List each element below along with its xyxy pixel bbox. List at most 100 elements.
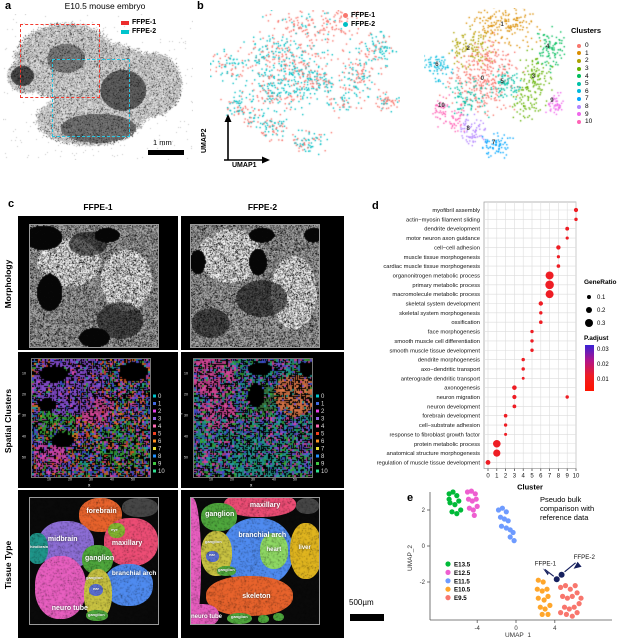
x-tick-label: 10	[573, 473, 580, 479]
legend-swatch	[577, 96, 581, 101]
spatial-x-tick: 10	[209, 478, 213, 482]
panel-a-legend: FFPE-1 FFPE-2	[121, 18, 156, 36]
spatial-legend-item: 3	[316, 415, 328, 423]
spatial-legend-item: 5	[316, 430, 328, 438]
go-term-label: ossification	[451, 320, 480, 326]
ffpe2-roi-box	[52, 59, 130, 137]
go-term-label: protein metabolic process	[414, 442, 480, 448]
series-point-E12.5	[473, 496, 479, 502]
legend-label: 0	[158, 392, 162, 400]
go-term-label: axo−dendritic transport	[421, 367, 481, 373]
spatial-y-tick: 40	[184, 435, 188, 439]
clusters-legend-item: 10	[577, 118, 592, 126]
annotation-arrow	[544, 568, 555, 577]
tissue-label: ear	[208, 552, 215, 557]
go-term-label: primary metabolic process	[412, 283, 480, 289]
spatial-legend-item: 9	[316, 460, 328, 468]
legend-swatch	[316, 439, 319, 443]
series-point-E13.5	[446, 491, 452, 497]
series-point-E11.5	[498, 523, 505, 529]
go-dot	[521, 376, 525, 380]
x-tick-label: 3	[513, 473, 517, 479]
legend-label: FFPE-2	[351, 21, 376, 28]
legend-label: 9	[585, 110, 589, 118]
legend-label: 10	[321, 467, 328, 475]
umap-sample-legend-item: FFPE-2	[343, 20, 375, 29]
legend-label: 1	[585, 49, 589, 57]
legend-label: 0	[321, 392, 325, 400]
spatial-legend-item: 10	[316, 467, 328, 475]
legend-label: 4	[158, 422, 162, 430]
series-point-E9.5	[569, 613, 575, 619]
series-point-E9.5	[566, 606, 572, 612]
morphology-ffpe1-image	[30, 225, 158, 347]
series-legend-swatch	[445, 595, 451, 601]
go-term-label: smooth muscle tissue development	[389, 348, 480, 354]
legend-label: 3	[321, 414, 325, 422]
clusters-legend-item: 5	[577, 80, 592, 88]
spatial-ffpe2-frame	[193, 358, 313, 478]
tissue-label: ganglion	[85, 554, 115, 562]
tissue-label: ganglion	[205, 510, 235, 518]
legend-swatch	[577, 81, 581, 86]
generatio-legend-title: GeneRatio	[584, 279, 617, 286]
go-dot	[493, 439, 501, 448]
spatial-y-tick: 50	[22, 456, 26, 460]
spatial-legend-item: 2	[316, 407, 328, 415]
go-dot	[573, 207, 579, 213]
legend-swatch	[153, 446, 156, 450]
go-dot	[565, 395, 569, 399]
panel-a-legend-item: FFPE-1	[121, 18, 156, 27]
series-legend-label: E11.5	[454, 578, 470, 585]
go-term-label: dendrite morphogenesis	[418, 358, 480, 364]
go-dot	[556, 255, 560, 259]
spatial-x-tick: 40	[110, 478, 114, 482]
clusters-legend-item: 8	[577, 103, 592, 111]
legend-swatch	[153, 461, 156, 465]
series-point-E10.5	[541, 597, 547, 603]
tissue-label: midbrain	[47, 535, 78, 543]
go-dot	[521, 367, 525, 371]
clusters-legend-item: 4	[577, 72, 592, 80]
spatial-legend-item: 4	[153, 422, 165, 430]
go-term-label: organonitrogen metabolic process	[393, 273, 480, 279]
go-term-label: smooth muscle cell differentiation	[394, 339, 480, 345]
clusters-legend-item: 0	[577, 42, 592, 50]
go-term-label: neuron migration	[436, 395, 480, 401]
legend-label: 4	[321, 422, 325, 430]
spatial-legend-item: 0	[316, 392, 328, 400]
series-point-E9.5	[567, 586, 573, 592]
y-tick-label: -2	[420, 580, 426, 586]
spatial-x-tick: 30	[251, 478, 255, 482]
legend-swatch	[316, 424, 319, 428]
ffpe-annotation-point	[553, 576, 560, 583]
tissue-label: heart	[266, 547, 282, 554]
go-dot	[539, 311, 543, 315]
generatio-legend-value: 0.3	[597, 321, 606, 327]
generatio-legend-dot	[586, 307, 592, 313]
umap-by-sample-plot	[210, 10, 400, 162]
series-point-E13.5	[449, 509, 455, 515]
go-term-label: skeletal system morphogenesis	[399, 311, 480, 317]
cluster-number-label: 1	[500, 21, 504, 28]
legend-swatch	[316, 461, 319, 465]
spatial-y-tick: 50	[184, 456, 188, 460]
spatial-legend-item: 6	[153, 437, 165, 445]
spatial-legend-item: 10	[153, 467, 165, 475]
embryo-histology-image	[3, 14, 193, 160]
series-point-E10.5	[534, 586, 540, 592]
clusters-legend-item: 2	[577, 57, 592, 65]
legend-label: 4	[585, 72, 589, 80]
spatial-y-tick: 10	[22, 372, 26, 376]
series-point-E10.5	[545, 611, 551, 617]
legend-swatch	[153, 431, 156, 435]
umap-by-cluster-plot	[424, 8, 566, 168]
legend-swatch	[577, 74, 581, 79]
series-point-E11.5	[511, 538, 517, 544]
x-tick-label: 1	[495, 473, 499, 479]
spatial-ffpe1-legend: 0 1 2 3 4 5 6 7 8 9 10	[153, 392, 176, 557]
dotplot-plot-area	[483, 201, 577, 469]
legend-label: 5	[158, 429, 162, 437]
cluster-number-label: 0	[480, 76, 484, 82]
legend-swatch	[316, 401, 319, 405]
